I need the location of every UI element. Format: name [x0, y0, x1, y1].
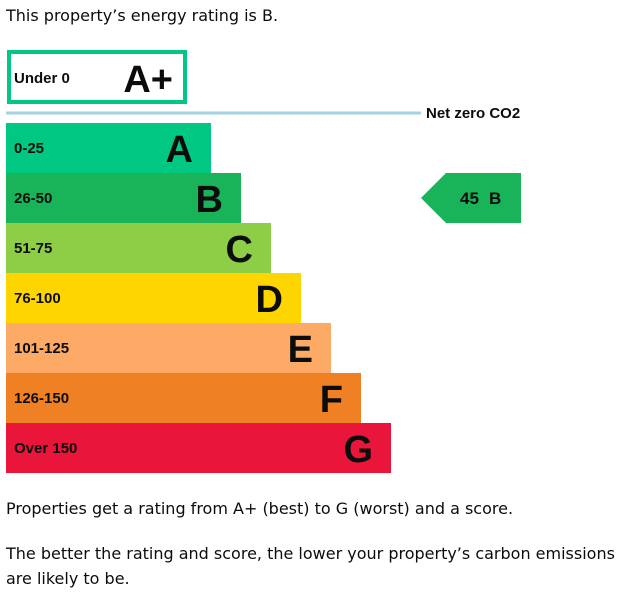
band-b-bar [6, 173, 241, 223]
band-aplus-letter: A+ [123, 59, 173, 101]
band-a-letter: A [166, 129, 193, 171]
epc-rating-chart: Under 0 A+ Net zero CO2 0-25 A 26-50 B 51-75 C 76… [6, 50, 521, 473]
band-e-range: 101-125 [14, 340, 69, 357]
band-aplus-range: Under 0 [14, 70, 70, 87]
band-b-letter: B [196, 179, 223, 221]
band-aplus-box [7, 50, 187, 104]
band-g-letter: G [343, 429, 373, 471]
band-c-bar [6, 223, 271, 273]
band-a-bar [6, 123, 211, 173]
current-rating-letter: B [489, 189, 501, 208]
band-f-letter: F [320, 379, 343, 421]
band-c-range: 51-75 [14, 240, 52, 257]
band-f-bar [6, 373, 361, 423]
current-rating-score: 45 [460, 189, 479, 208]
current-rating-arrow [421, 173, 521, 223]
net-zero-label: Net zero CO2 [426, 105, 520, 122]
band-g-range: Over 150 [14, 440, 77, 457]
band-g-bar [6, 423, 391, 473]
band-e-letter: E [288, 329, 313, 371]
band-f-range: 126-150 [14, 390, 69, 407]
rating-explanation-text: Properties get a rating from A+ (best) t… [6, 499, 514, 518]
band-e-bar [6, 323, 331, 373]
emissions-explanation-text: The better the rating and score, the low… [6, 544, 615, 588]
band-d-range: 76-100 [14, 290, 61, 307]
band-c-letter: C [226, 229, 253, 271]
rating-summary-text: This property’s energy rating is B. [6, 6, 279, 25]
band-b-range: 26-50 [14, 190, 52, 207]
band-d-bar [6, 273, 301, 323]
band-a-range: 0-25 [14, 140, 44, 157]
band-d-letter: D [256, 279, 283, 321]
